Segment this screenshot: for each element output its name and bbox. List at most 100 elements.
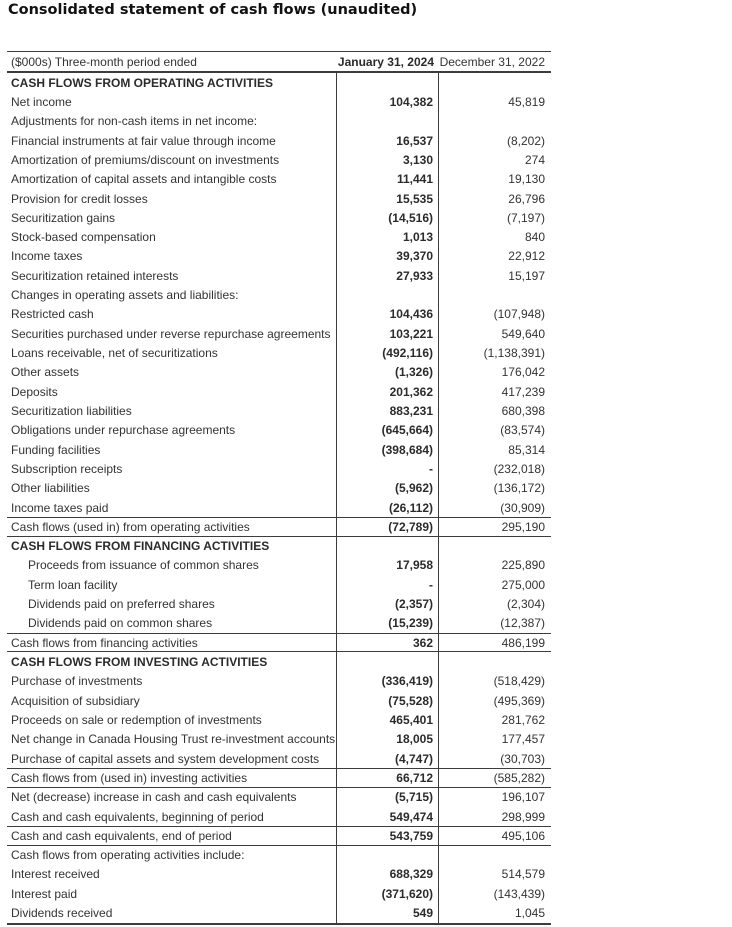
- row-label: Securitization gains: [11, 210, 116, 225]
- value-jan-2024: (72,789): [336, 518, 439, 536]
- table-row: Cash flows (used in) from operating acti…: [7, 517, 551, 537]
- value-jan-2024: [336, 285, 439, 305]
- value-jan-2024: [336, 73, 439, 93]
- value-dec-2022: (518,429): [493, 674, 545, 689]
- value-dec-2022: 486,199: [501, 635, 545, 650]
- table-row: Amortization of premiums/discount on inv…: [7, 150, 551, 170]
- value-dec-2022: (495,369): [493, 693, 545, 708]
- table-row: Net change in Canada Housing Trust re-in…: [7, 729, 551, 749]
- row-label: Securitization liabilities: [11, 403, 132, 418]
- value-jan-2024: 27,933: [336, 266, 439, 286]
- value-dec-2022: 45,819: [508, 94, 545, 109]
- value-dec-2022: (136,172): [493, 481, 545, 496]
- row-label: Interest received: [11, 867, 100, 882]
- value-dec-2022: (107,948): [493, 307, 545, 322]
- value-dec-2022: (7,197): [506, 210, 545, 225]
- value-dec-2022: 840: [524, 230, 545, 245]
- value-jan-2024: (14,516): [336, 208, 439, 228]
- header-period-label: ($000s) Three-month period ended: [11, 54, 197, 69]
- table-row: CASH FLOWS FROM INVESTING ACTIVITIES: [7, 652, 551, 672]
- table-row: Other liabilities (5,962) (136,172): [7, 478, 551, 498]
- row-label: CASH FLOWS FROM INVESTING ACTIVITIES: [11, 655, 268, 670]
- row-label: Income taxes: [11, 249, 83, 264]
- value-jan-2024: (5,962): [336, 478, 439, 498]
- value-jan-2024: (645,664): [336, 420, 439, 440]
- value-jan-2024: (336,419): [336, 671, 439, 691]
- row-label: Cash flows from operating activities inc…: [11, 848, 245, 863]
- value-dec-2022: 274: [524, 152, 545, 167]
- cash-flow-table: ($000s) Three-month period ended January…: [7, 51, 551, 925]
- value-jan-2024: (75,528): [336, 691, 439, 711]
- table-row: Net (decrease) increase in cash and cash…: [7, 787, 551, 807]
- value-dec-2022: (1,138,391): [483, 346, 545, 361]
- table-row: Term loan facility - 275,000: [7, 575, 551, 595]
- row-label: Interest paid: [11, 886, 78, 901]
- value-dec-2022: 281,762: [501, 712, 545, 727]
- value-jan-2024: [336, 111, 439, 131]
- value-dec-2022: 495,106: [501, 828, 545, 843]
- table-row: Restricted cash 104,436 (107,948): [7, 304, 551, 325]
- row-label: Subscription receipts: [11, 461, 123, 476]
- value-dec-2022: (30,909): [500, 500, 545, 515]
- table-row: Cash flows from operating activities inc…: [7, 845, 551, 865]
- header-column-jan-2024: January 31, 2024: [337, 54, 434, 69]
- value-jan-2024: (371,620): [336, 884, 439, 904]
- value-jan-2024: 16,537: [336, 130, 439, 151]
- row-label: Changes in operating assets and liabilit…: [11, 288, 239, 303]
- table-row: Other assets (1,326) 176,042: [7, 362, 551, 382]
- table-row: Proceeds from issuance of common shares 1…: [7, 555, 551, 576]
- table-row: Dividends received 549 1,045: [7, 903, 551, 923]
- table-row: Amortization of capital assets and intan…: [7, 169, 551, 189]
- header-column-dec-2022: December 31, 2022: [439, 54, 545, 69]
- table-row: Financial instruments at fair value thro…: [7, 130, 551, 151]
- row-label: Proceeds on sale or redemption of invest…: [11, 712, 262, 727]
- value-dec-2022: (232,018): [493, 461, 545, 476]
- row-label: Purchase of investments: [11, 674, 143, 689]
- value-jan-2024: 18,005: [336, 729, 439, 749]
- value-jan-2024: (4,747): [336, 748, 439, 769]
- table-row: CASH FLOWS FROM OPERATING ACTIVITIES: [7, 73, 551, 93]
- value-dec-2022: 680,398: [501, 403, 545, 418]
- table-row: Acquisition of subsidiary (75,528) (495,36…: [7, 691, 551, 711]
- table-row: Income taxes 39,370 22,912: [7, 246, 551, 267]
- row-label: Acquisition of subsidiary: [11, 693, 140, 708]
- value-dec-2022: (143,439): [493, 886, 545, 901]
- table-row: Cash flows from (used in) investing acti…: [7, 768, 551, 788]
- table-row: Subscription receipts - (232,018): [7, 459, 551, 479]
- value-jan-2024: 104,436: [336, 304, 439, 325]
- row-label: Funding facilities: [11, 442, 101, 457]
- value-dec-2022: 295,190: [501, 519, 545, 534]
- table-row: Interest paid (371,620) (143,439): [7, 884, 551, 904]
- row-label: Other assets: [11, 365, 80, 380]
- table-row: Securitization liabilities 883,231 680,398: [7, 401, 551, 421]
- row-label: Dividends received: [11, 906, 113, 921]
- row-label: Cash and cash equivalents, beginning of …: [11, 809, 264, 824]
- row-label: Cash flows from financing activities: [11, 635, 198, 650]
- value-dec-2022: 196,107: [501, 790, 545, 805]
- value-jan-2024: (5,715): [336, 787, 439, 807]
- value-jan-2024: 362: [336, 634, 439, 652]
- value-dec-2022: 275,000: [501, 577, 545, 592]
- value-jan-2024: 688,329: [336, 864, 439, 885]
- row-label: Amortization of capital assets and intan…: [11, 172, 277, 187]
- value-jan-2024: 17,958: [336, 555, 439, 576]
- row-label: Restricted cash: [11, 307, 94, 322]
- value-jan-2024: [336, 652, 439, 672]
- value-jan-2024: 66,712: [336, 769, 439, 787]
- page-title: Consolidated statement of cash flows (un…: [8, 2, 418, 18]
- value-jan-2024: (26,112): [336, 497, 439, 518]
- value-jan-2024: (398,684): [336, 439, 439, 460]
- table-row: Provision for credit losses 15,535 26,796: [7, 188, 551, 209]
- value-jan-2024: 549,474: [336, 806, 439, 827]
- row-label: Cash flows (used in) from operating acti…: [11, 519, 250, 534]
- row-label: Loans receivable, net of securitizations: [11, 346, 218, 361]
- row-label: Stock-based compensation: [11, 230, 156, 245]
- table-row: Dividends paid on common shares (15,239) (…: [7, 613, 551, 634]
- table-row: Adjustments for non-cash items in net in…: [7, 111, 551, 131]
- value-jan-2024: [336, 536, 439, 556]
- value-dec-2022: [439, 73, 551, 92]
- value-jan-2024: -: [336, 575, 439, 595]
- value-dec-2022: (83,574): [500, 423, 545, 438]
- table-row: Dividends paid on preferred shares (2,357…: [7, 594, 551, 614]
